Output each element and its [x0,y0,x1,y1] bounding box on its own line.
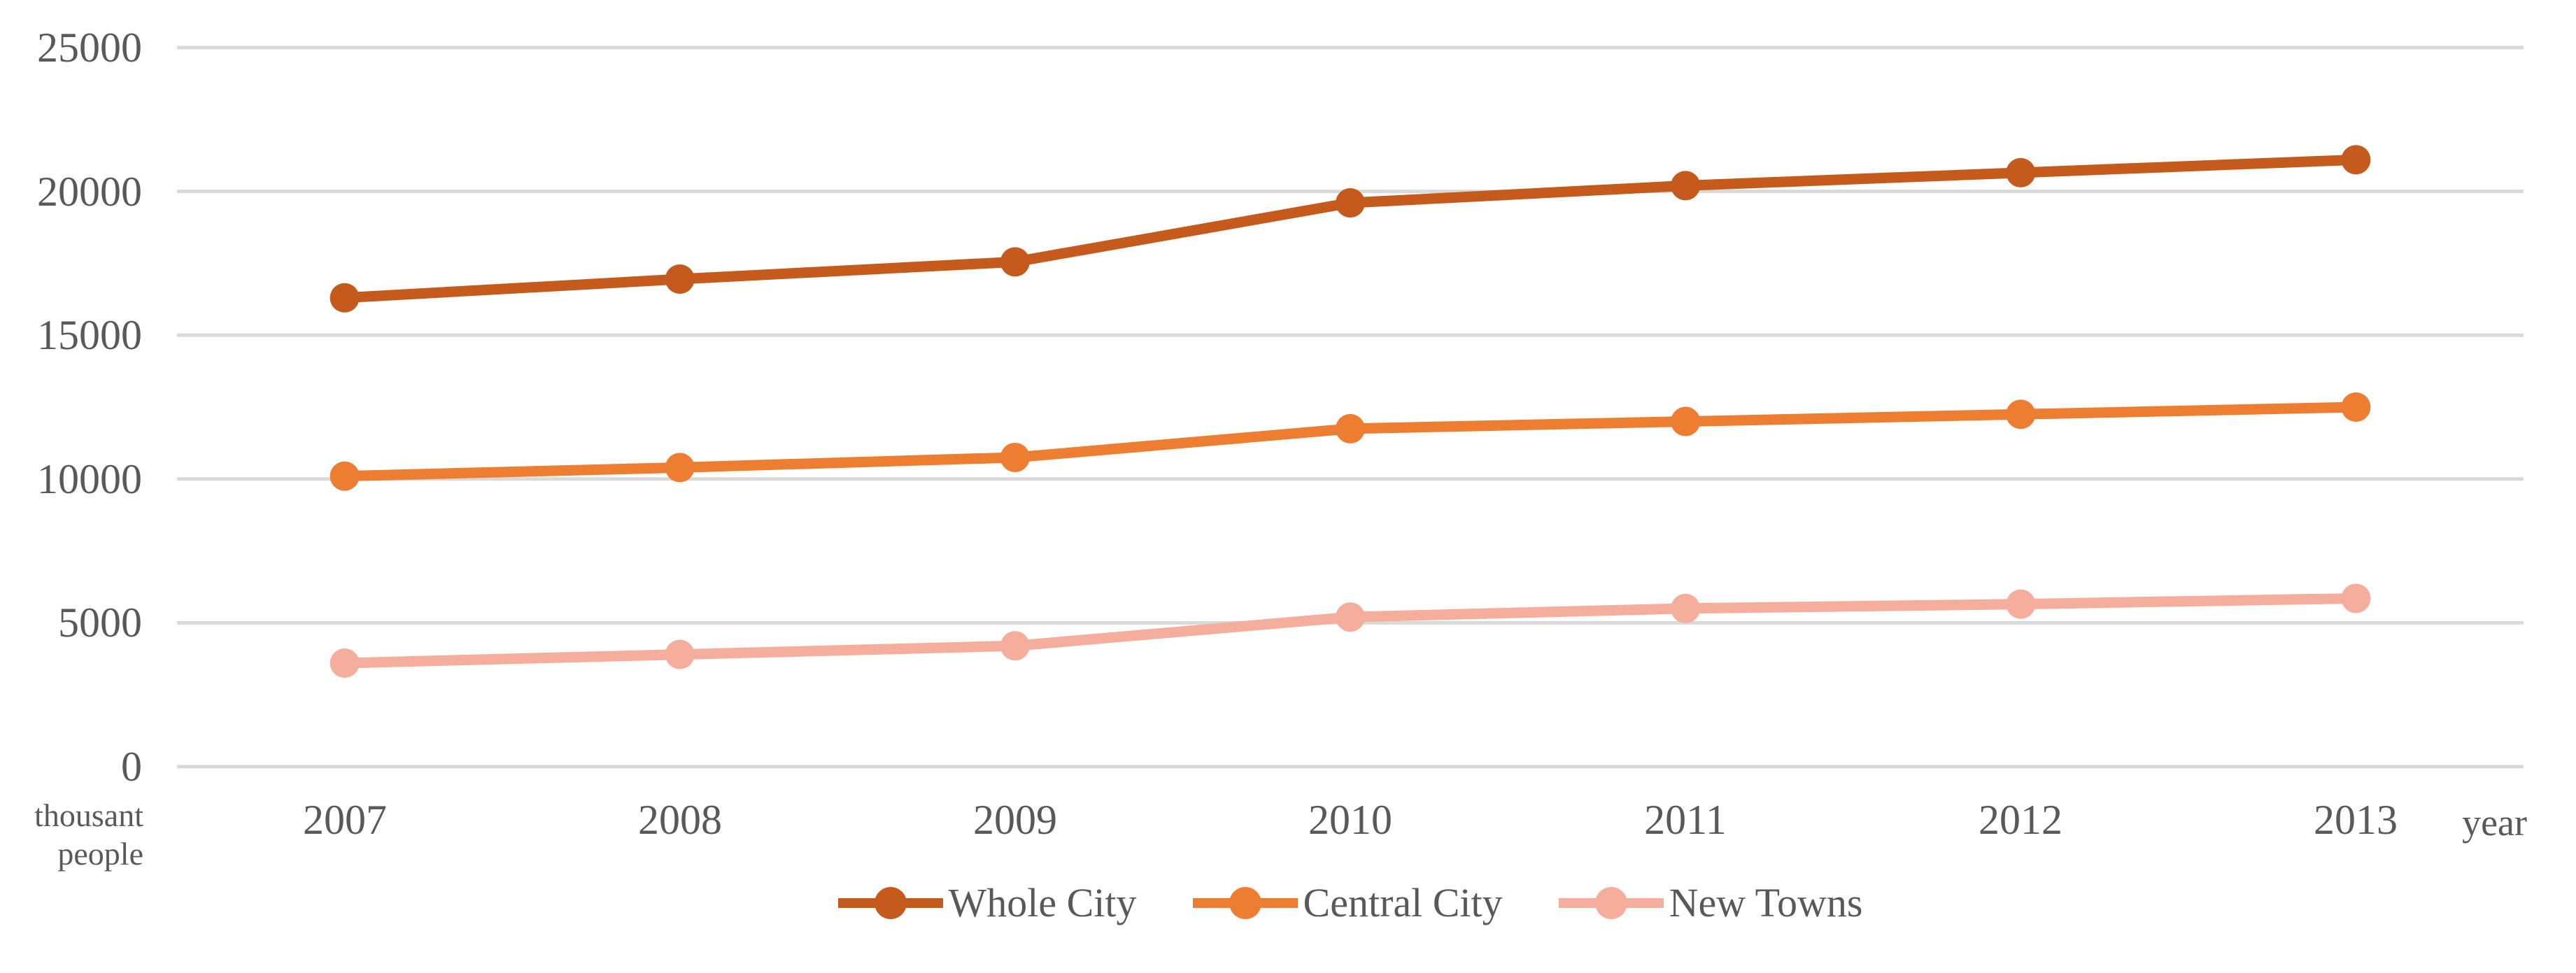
data-point-marker [2006,589,2036,619]
y-axis-tick-label: 10000 [37,456,142,502]
y-axis-tick-label: 25000 [37,24,142,71]
data-point-marker [1671,171,1701,201]
data-point-marker [1336,188,1365,218]
y-axis-unit-line2: people [57,836,143,872]
data-point-marker [330,461,360,491]
data-point-marker [330,648,360,678]
data-point-marker [665,639,695,669]
data-point-marker [665,264,695,294]
legend-label: Whole City [948,880,1137,925]
data-point-marker [2006,157,2036,187]
y-axis-tick-label: 0 [121,744,142,790]
legend-item-whole-city: Whole City [837,880,1137,926]
data-point-marker [2006,399,2036,429]
y-axis-tick-label: 5000 [58,599,142,646]
y-axis-unit-label: thousant people [0,796,143,873]
data-point-marker [1336,413,1365,443]
x-axis-tick-label: 2010 [1308,797,1392,843]
line-marker-icon [1192,887,1298,919]
data-point-marker [1671,593,1701,623]
x-axis-tick-label: 2007 [303,797,387,843]
legend-item-central-city: Central City [1192,880,1503,926]
y-axis-unit-line1: thousant [34,797,143,833]
legend-item-new-towns: New Towns [1558,880,1863,926]
data-point-marker [1000,247,1030,277]
data-point-marker [1000,631,1030,661]
data-point-marker [1000,442,1030,472]
y-axis-tick-label: 15000 [37,312,142,358]
data-point-marker [665,453,695,483]
line-marker-icon [837,887,943,919]
data-point-marker [2341,145,2371,175]
chart-legend: Whole City Central City New Towns [177,880,2524,926]
data-point-marker [1336,602,1365,632]
data-point-marker [330,283,360,313]
x-axis-tick-label: 2012 [1979,797,2062,843]
legend-label: New Towns [1669,880,1863,925]
x-axis-tick-label: 2013 [2314,797,2398,843]
data-point-marker [2341,583,2371,613]
y-axis-tick-label: 20000 [37,169,142,215]
legend-label: Central City [1303,880,1503,925]
data-point-marker [1671,406,1701,436]
series-line [339,154,2361,304]
data-point-marker [2341,392,2371,422]
x-axis-tick-label: 2008 [638,797,722,843]
x-axis-tick-label: 2009 [973,797,1057,843]
x-axis-tick-label: 2011 [1644,797,1727,843]
x-axis-title: year [2462,802,2527,844]
line-marker-icon [1558,887,1664,919]
